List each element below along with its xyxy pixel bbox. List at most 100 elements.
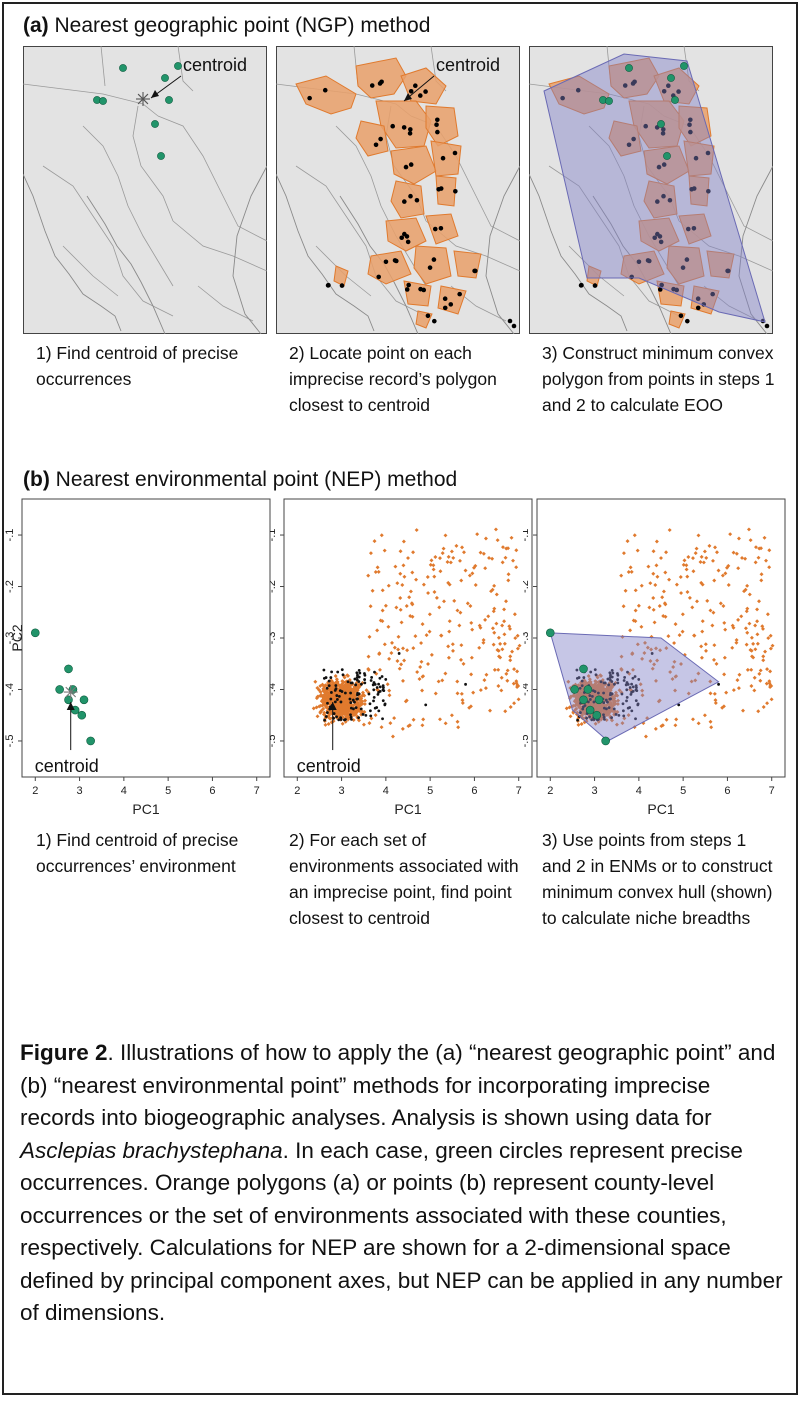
nearest-point bbox=[376, 274, 382, 280]
county-polygon bbox=[295, 75, 357, 115]
precise-occurrence bbox=[79, 695, 89, 705]
nearest-point bbox=[390, 123, 396, 129]
environment-point bbox=[421, 582, 426, 587]
nearest-env-point bbox=[348, 697, 352, 701]
environment-point bbox=[604, 692, 609, 697]
nearest-point bbox=[452, 150, 458, 156]
environment-point bbox=[679, 661, 684, 666]
figure-label: Figure 2 bbox=[20, 1040, 108, 1065]
nearest-point bbox=[434, 122, 439, 128]
nearest-point bbox=[658, 239, 664, 245]
environment-point bbox=[762, 535, 767, 540]
nearest-env-point bbox=[628, 686, 632, 689]
nearest-env-point bbox=[626, 670, 629, 674]
environment-point bbox=[616, 698, 621, 703]
environment-point bbox=[496, 667, 501, 672]
environment-point bbox=[496, 648, 501, 653]
environment-point bbox=[702, 549, 707, 554]
precise-occurrence bbox=[583, 685, 593, 694]
environment-point bbox=[494, 592, 499, 597]
nearest-point bbox=[575, 87, 581, 93]
nearest-point bbox=[408, 89, 414, 94]
environment-point bbox=[686, 555, 691, 559]
environment-point bbox=[500, 560, 505, 565]
state-border bbox=[132, 105, 174, 222]
precise-occurrence bbox=[151, 120, 159, 128]
nearest-env-point bbox=[630, 690, 634, 694]
environment-point bbox=[336, 702, 341, 707]
nearest-env-point bbox=[608, 676, 612, 679]
environment-point bbox=[449, 549, 454, 554]
nearest-env-point bbox=[614, 713, 618, 716]
nearest-env-point bbox=[650, 652, 654, 655]
nearest-env-point bbox=[336, 670, 340, 674]
nearest-env-point bbox=[322, 668, 326, 672]
environment-point bbox=[753, 560, 758, 565]
environment-point bbox=[643, 640, 647, 645]
nearest-env-point bbox=[349, 701, 353, 704]
nearest-env-point bbox=[589, 670, 593, 674]
nearest-point bbox=[326, 282, 331, 288]
nearest-env-point bbox=[580, 684, 584, 688]
precise-occurrence bbox=[657, 120, 665, 128]
nearest-env-point bbox=[363, 678, 367, 681]
nearest-env-point bbox=[608, 671, 612, 675]
environment-point bbox=[680, 612, 685, 617]
environment-point bbox=[364, 688, 369, 693]
nearest-env-point bbox=[349, 715, 353, 719]
nearest-env-point bbox=[356, 693, 359, 697]
nearest-env-point bbox=[357, 716, 361, 720]
nearest-point bbox=[656, 164, 662, 170]
nearest-point bbox=[659, 282, 664, 288]
nearest-point bbox=[457, 291, 462, 297]
environment-point bbox=[438, 556, 442, 561]
nearest-point bbox=[402, 199, 407, 204]
precise-occurrence bbox=[30, 628, 40, 638]
precise-occurrence bbox=[667, 74, 675, 82]
environment-point bbox=[747, 592, 752, 597]
nearest-point bbox=[691, 186, 697, 191]
nearest-env-point bbox=[325, 686, 329, 690]
environment-point bbox=[576, 722, 581, 727]
environment-point bbox=[460, 545, 465, 550]
environment-point bbox=[492, 667, 497, 672]
county-polygon bbox=[643, 180, 678, 219]
environment-point bbox=[446, 644, 451, 649]
environment-point bbox=[387, 693, 392, 698]
nearest-env-point bbox=[377, 690, 381, 694]
environment-point bbox=[367, 721, 372, 726]
nearest-env-point bbox=[625, 699, 628, 703]
nearest-env-point bbox=[602, 715, 606, 719]
county-polygon bbox=[430, 140, 462, 177]
nearest-env-point bbox=[424, 703, 428, 707]
environment-point bbox=[614, 722, 619, 727]
nearest-point bbox=[710, 291, 715, 297]
environment-point bbox=[576, 704, 581, 709]
nearest-env-point bbox=[370, 676, 374, 679]
nearest-env-point bbox=[326, 701, 329, 705]
nearest-env-point bbox=[464, 682, 467, 686]
environment-point bbox=[668, 670, 673, 675]
county-polygon bbox=[390, 180, 425, 219]
nearest-env-point bbox=[631, 685, 635, 689]
nearest-env-point bbox=[357, 675, 361, 679]
environment-point bbox=[759, 572, 764, 577]
nearest-env-point bbox=[369, 679, 373, 682]
nearest-env-point bbox=[622, 714, 626, 718]
nearest-env-point bbox=[631, 676, 635, 680]
nearest-env-point bbox=[609, 673, 612, 677]
environment-point bbox=[487, 555, 492, 560]
nearest-point bbox=[435, 129, 440, 135]
pc-panel-1: 2 3 4 5 6 7 -.1 -.2 -.3 -.4 -.5 PC1 PC2 centroid bbox=[4, 494, 277, 824]
map-background bbox=[23, 46, 267, 334]
nearest-env-point bbox=[580, 679, 584, 683]
nearest-env-point bbox=[335, 715, 338, 719]
environment-point bbox=[455, 608, 460, 613]
nearest-point bbox=[399, 235, 405, 241]
environment-point bbox=[497, 654, 501, 659]
nearest-point bbox=[652, 235, 658, 241]
y-tick-label: -.5 bbox=[270, 735, 278, 748]
nearest-env-point bbox=[590, 718, 594, 722]
x-tick-label: 5 bbox=[680, 785, 686, 797]
